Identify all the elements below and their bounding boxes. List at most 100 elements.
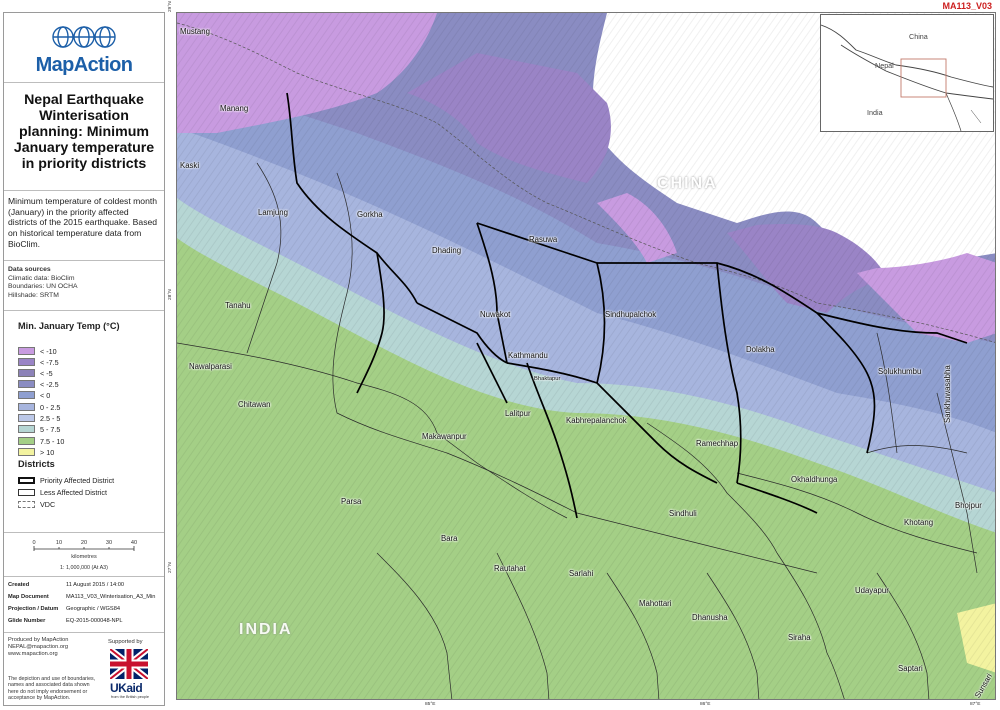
district-label: Kabhrepalanchok bbox=[566, 416, 627, 425]
vdc-symbol bbox=[18, 501, 35, 508]
district-label: Nuwakot bbox=[480, 310, 511, 319]
district-label: Rasuwa bbox=[529, 235, 558, 244]
legend-row: > 10 bbox=[18, 448, 54, 457]
district-label: Bhojpur bbox=[955, 501, 982, 510]
inset-extent-box bbox=[900, 58, 947, 98]
legend-label: VDC bbox=[40, 500, 56, 509]
metadata-key: Projection / Datum bbox=[8, 606, 59, 612]
ukaid-tagline: from the British people bbox=[111, 695, 149, 699]
district-label: Okhaldhunga bbox=[791, 475, 838, 484]
legend-row: < -2.5 bbox=[18, 380, 59, 389]
legend-swatch bbox=[18, 425, 35, 433]
sources-section: Data sources Climatic data: BioClim Boun… bbox=[4, 261, 164, 311]
legend-label: 5 - 7.5 bbox=[40, 425, 61, 434]
logo-text: MapAction bbox=[35, 54, 133, 76]
producer-email[interactable]: NEPAL@mapaction.org bbox=[8, 644, 69, 650]
legend-row: 7.5 - 10 bbox=[18, 437, 64, 446]
legend-title: Min. January Temp (°C) bbox=[18, 321, 120, 331]
legend-label: Less Affected District bbox=[40, 488, 107, 497]
legend-label: < -5 bbox=[40, 369, 53, 378]
international-border bbox=[177, 22, 995, 343]
description-section: Minimum temperature of coldest month (Ja… bbox=[4, 191, 164, 261]
metadata-key: Map Document bbox=[8, 594, 49, 600]
scale-tick-label: 0 bbox=[32, 540, 35, 546]
district-label: Sankhuwasabha bbox=[943, 365, 952, 423]
priority-district-symbol bbox=[18, 477, 35, 484]
legend-label: < -2.5 bbox=[40, 380, 59, 389]
district-label: Dhading bbox=[432, 246, 462, 255]
producer-website[interactable]: www.mapaction.org bbox=[8, 651, 58, 657]
legend-section: Min. January Temp (°C) < -10 < -7.5 < -5… bbox=[4, 311, 164, 533]
latitude-label: 28°N bbox=[168, 289, 173, 300]
district-label: Tanahu bbox=[225, 301, 251, 310]
district-label: Parsa bbox=[341, 497, 362, 506]
producer-line: Produced by MapAction bbox=[8, 637, 69, 643]
scale-unit: kilometres bbox=[71, 554, 97, 560]
latitude-label: 29°N bbox=[168, 1, 173, 12]
metadata-value: EQ-2015-000048-NPL bbox=[66, 618, 123, 624]
logo-section: MapAction bbox=[4, 13, 164, 83]
metadata-value: Geographic / WGS84 bbox=[66, 606, 121, 612]
legend-panel: MapAction Nepal Earthquake Winterisation… bbox=[3, 12, 165, 706]
district-label: Lamjung bbox=[258, 208, 288, 217]
map-description: Minimum temperature of coldest month (Ja… bbox=[8, 196, 158, 249]
inset-border-north bbox=[820, 24, 994, 88]
map-title: Nepal Earthquake Winterisation planning:… bbox=[13, 92, 155, 172]
inset-border-east bbox=[945, 92, 962, 132]
legend-label: < -7.5 bbox=[40, 358, 59, 367]
scale-tick-label: 40 bbox=[131, 540, 137, 546]
legend-swatch bbox=[18, 448, 35, 456]
legend-row: VDC bbox=[18, 500, 55, 509]
disclaimer: The depiction and use of boundaries, nam… bbox=[8, 676, 96, 702]
metadata-key: Created bbox=[8, 582, 30, 588]
scale-section: 0 10 20 30 40 kilometres 1: 1,000,000 (A… bbox=[4, 533, 164, 577]
map-code: MA113_V03 bbox=[942, 1, 992, 11]
district-label: Nawalparasi bbox=[189, 362, 232, 371]
metadata-key: Glide Number bbox=[8, 618, 46, 624]
legend-swatch bbox=[18, 358, 35, 366]
scale-tick-label: 20 bbox=[81, 540, 87, 546]
district-label: Saptari bbox=[898, 664, 923, 673]
legend-row: Priority Affected District bbox=[18, 476, 114, 485]
district-label: Manang bbox=[220, 104, 249, 113]
legend-row: < -10 bbox=[18, 347, 57, 356]
district-label: Dhanusha bbox=[692, 613, 728, 622]
district-boundaries bbox=[177, 162, 978, 699]
district-label: Rautahat bbox=[494, 564, 526, 573]
supported-by-label: Supported by bbox=[108, 639, 143, 645]
legend-swatch bbox=[18, 347, 35, 355]
district-label: Mahottari bbox=[639, 599, 672, 608]
district-label: Makawanpur bbox=[422, 432, 467, 441]
longitude-label: 85°E bbox=[425, 702, 436, 707]
district-label: Sindhuli bbox=[669, 509, 697, 518]
inset-label-china: China bbox=[909, 32, 928, 41]
legend-row: < -5 bbox=[18, 369, 53, 378]
inset-map-graphic bbox=[820, 24, 994, 132]
district-label: Chitawan bbox=[238, 400, 271, 409]
district-label: Siraha bbox=[788, 633, 811, 642]
country-label-china: CHINA bbox=[657, 175, 718, 192]
source-line: Hillshade: SRTM bbox=[8, 291, 59, 299]
legend-label: 2.5 - 5 bbox=[40, 414, 61, 423]
district-label: Solukhumbu bbox=[878, 367, 922, 376]
district-label: Khotang bbox=[904, 518, 934, 527]
legend-swatch bbox=[18, 437, 35, 445]
legend-label: 0 - 2.5 bbox=[40, 403, 61, 412]
legend-row: Less Affected District bbox=[18, 488, 107, 497]
country-label-india: INDIA bbox=[239, 621, 293, 638]
district-label: Sarlahi bbox=[569, 569, 594, 578]
source-line: Climatic data: BioClim bbox=[8, 274, 75, 282]
district-label: Ramechhap bbox=[696, 439, 739, 448]
metadata-section: Created 11 August 2015 / 14:00 Map Docume… bbox=[4, 577, 164, 633]
district-label: Mustang bbox=[180, 27, 210, 36]
legend-label: < -10 bbox=[40, 347, 57, 356]
sources-heading: Data sources bbox=[8, 266, 51, 273]
district-label: Bhaktapur bbox=[534, 376, 561, 382]
legend-swatch bbox=[18, 403, 35, 411]
legend-swatch bbox=[18, 380, 35, 388]
legend-swatch bbox=[18, 369, 35, 377]
district-label: Lalitpur bbox=[505, 409, 531, 418]
district-label: Gorkha bbox=[357, 210, 383, 219]
district-label: Dolakha bbox=[746, 345, 775, 354]
source-line: Boundaries: UN OCHA bbox=[8, 283, 78, 291]
